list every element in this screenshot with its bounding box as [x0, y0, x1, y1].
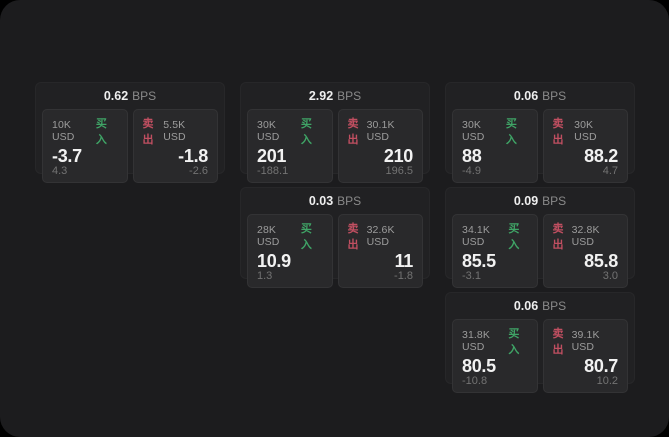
- buy-label: 买入: [95, 118, 107, 146]
- buy-amount: 30K USD: [257, 119, 280, 143]
- buy-delta: -10.8: [462, 375, 488, 387]
- buy-amount: 31.8K USD: [462, 329, 490, 353]
- buy-amount: 34.1K USD: [462, 224, 490, 248]
- sell-price: 80.7: [584, 356, 618, 376]
- sell-delta: 10.2: [596, 375, 618, 387]
- buy-label: 买入: [505, 118, 517, 146]
- spread-header: 0.03 BPS: [247, 188, 423, 214]
- spread-value: 0.06: [513, 89, 539, 103]
- spread-header: 0.06 BPS: [452, 293, 628, 319]
- bps-label: BPS: [542, 194, 567, 208]
- buy-price: -3.7: [52, 146, 82, 166]
- buy-label: 买入: [300, 118, 312, 146]
- sell-label: 卖出: [552, 328, 564, 356]
- quote-tiles: 30K USD 买入 88 -4.9 卖出 30K USD 88.2 4.7: [452, 109, 628, 183]
- spread-header: 2.92 BPS: [247, 83, 423, 109]
- sell-delta: -2.6: [189, 165, 208, 177]
- quote-tiles: 31.8K USD 买入 80.5 -10.8 卖出 39.1K USD 80.…: [452, 319, 628, 393]
- quote-card: 0.03 BPS 28K USD 买入 10.9 1.3 卖出 32.6K US…: [240, 187, 430, 288]
- buy-tile[interactable]: 10K USD 买入 -3.7 4.3: [42, 109, 128, 183]
- quote-card: 0.62 BPS 10K USD 买入 -3.7 4.3 卖出 5.5K USD: [35, 82, 225, 183]
- buy-delta: -3.1: [462, 270, 481, 282]
- bps-label: BPS: [337, 89, 362, 103]
- quote-card: 0.06 BPS 31.8K USD 买入 80.5 -10.8 卖出 39.1…: [445, 292, 635, 393]
- sell-price: -1.8: [178, 146, 208, 166]
- buy-label: 买入: [300, 223, 312, 251]
- spread-value: 0.03: [308, 194, 334, 208]
- buy-price: 88: [462, 146, 482, 166]
- buy-price: 201: [257, 146, 287, 166]
- buy-price: 10.9: [257, 251, 291, 271]
- buy-price: 80.5: [462, 356, 496, 376]
- sell-delta: 196.5: [385, 165, 413, 177]
- buy-delta: -4.9: [462, 165, 481, 177]
- sell-amount: 32.8K USD: [571, 224, 600, 248]
- spread-header: 0.06 BPS: [452, 83, 628, 109]
- sell-amount: 30.1K USD: [366, 119, 395, 143]
- sell-label: 卖出: [142, 118, 154, 146]
- buy-delta: 1.3: [257, 270, 273, 282]
- sell-tile[interactable]: 卖出 32.6K USD 11 -1.8: [337, 214, 423, 288]
- buy-amount: 10K USD: [52, 119, 75, 143]
- sell-label: 卖出: [552, 118, 564, 146]
- buy-tile[interactable]: 28K USD 买入 10.9 1.3: [247, 214, 333, 288]
- buy-amount: 28K USD: [257, 224, 280, 248]
- sell-label: 卖出: [347, 118, 359, 146]
- bps-label: BPS: [132, 89, 157, 103]
- bps-label: BPS: [542, 299, 567, 313]
- buy-tile[interactable]: 34.1K USD 买入 85.5 -3.1: [452, 214, 538, 288]
- sell-amount: 32.6K USD: [366, 224, 395, 248]
- buy-tile[interactable]: 30K USD 买入 201 -188.1: [247, 109, 333, 183]
- sell-tile[interactable]: 卖出 5.5K USD -1.8 -2.6: [132, 109, 218, 183]
- sell-tile[interactable]: 卖出 30K USD 88.2 4.7: [542, 109, 628, 183]
- quote-card: 2.92 BPS 30K USD 买入 201 -188.1 卖出 30.1K …: [240, 82, 430, 183]
- sell-tile[interactable]: 卖出 32.8K USD 85.8 3.0: [542, 214, 628, 288]
- buy-delta: -188.1: [257, 165, 289, 177]
- quote-card: 0.09 BPS 34.1K USD 买入 85.5 -3.1 卖出 32.8K…: [445, 187, 635, 288]
- spread-value: 2.92: [308, 89, 334, 103]
- quote-tiles: 10K USD 买入 -3.7 4.3 卖出 5.5K USD -1.8 -2.…: [42, 109, 218, 183]
- sell-amount: 39.1K USD: [571, 329, 600, 353]
- sell-price: 11: [394, 251, 414, 271]
- spread-value: 0.06: [513, 299, 539, 313]
- sell-label: 卖出: [347, 223, 359, 251]
- bps-label: BPS: [337, 194, 362, 208]
- buy-label: 买入: [508, 223, 520, 251]
- sell-price: 85.8: [584, 251, 618, 271]
- sell-label: 卖出: [552, 223, 564, 251]
- buy-tile[interactable]: 30K USD 买入 88 -4.9: [452, 109, 538, 183]
- sell-delta: 3.0: [602, 270, 618, 282]
- buy-amount: 30K USD: [462, 119, 485, 143]
- bps-label: BPS: [542, 89, 567, 103]
- sell-price: 88.2: [584, 146, 618, 166]
- sell-amount: 30K USD: [574, 119, 597, 143]
- sell-tile[interactable]: 卖出 39.1K USD 80.7 10.2: [542, 319, 628, 393]
- spread-value: 0.62: [103, 89, 129, 103]
- sell-price: 210: [383, 146, 413, 166]
- quote-cards-grid: 0.62 BPS 10K USD 买入 -3.7 4.3 卖出 5.5K USD: [35, 82, 635, 393]
- spread-header: 0.09 BPS: [452, 188, 628, 214]
- quote-tiles: 28K USD 买入 10.9 1.3 卖出 32.6K USD 11 -1.8: [247, 214, 423, 288]
- spread-value: 0.09: [513, 194, 539, 208]
- buy-price: 85.5: [462, 251, 496, 271]
- spread-header: 0.62 BPS: [42, 83, 218, 109]
- sell-tile[interactable]: 卖出 30.1K USD 210 196.5: [337, 109, 423, 183]
- quote-tiles: 30K USD 买入 201 -188.1 卖出 30.1K USD 210 1…: [247, 109, 423, 183]
- quote-card: 0.06 BPS 30K USD 买入 88 -4.9 卖出 30K USD: [445, 82, 635, 183]
- buy-label: 买入: [508, 328, 520, 356]
- sell-delta: -1.8: [394, 270, 413, 282]
- buy-tile[interactable]: 31.8K USD 买入 80.5 -10.8: [452, 319, 538, 393]
- quote-tiles: 34.1K USD 买入 85.5 -3.1 卖出 32.8K USD 85.8…: [452, 214, 628, 288]
- buy-delta: 4.3: [52, 165, 68, 177]
- sell-delta: 4.7: [602, 165, 618, 177]
- sell-amount: 5.5K USD: [163, 119, 186, 143]
